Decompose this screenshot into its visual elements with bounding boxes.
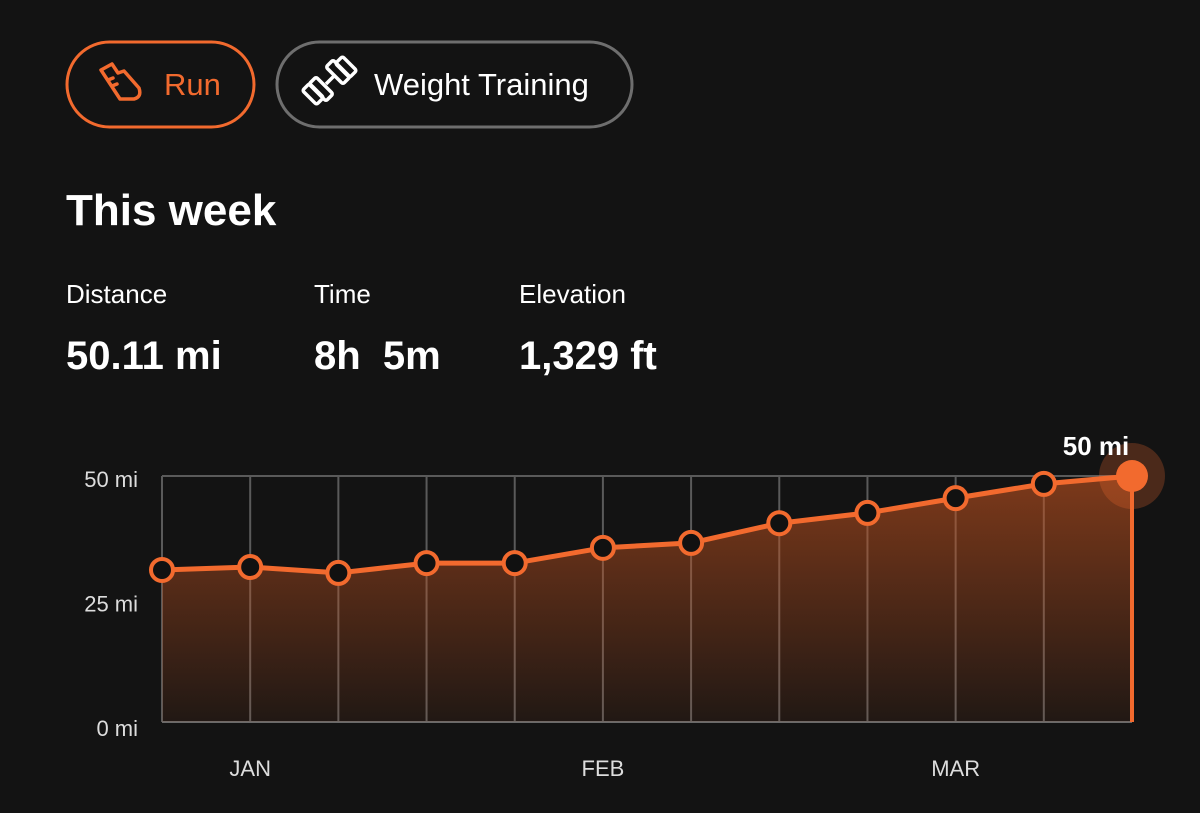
y-tick-label: 25 mi <box>84 592 138 617</box>
area <box>162 476 1132 722</box>
point <box>501 550 528 577</box>
stat-label: Time <box>314 279 371 309</box>
shoe-icon <box>99 62 142 101</box>
x-tick-label: MAR <box>931 756 980 781</box>
point <box>237 554 264 581</box>
stat-value: 8h 5m <box>314 334 441 378</box>
run-tab[interactable]: Run <box>65 40 256 129</box>
point <box>1030 470 1057 497</box>
point <box>854 499 881 526</box>
y-tick-label: 0 mi <box>96 716 138 741</box>
point <box>149 556 175 583</box>
point <box>766 510 793 537</box>
weight-tab-border <box>275 40 634 129</box>
weight-tab[interactable]: Weight Training <box>275 40 634 129</box>
section-title: This week <box>66 186 277 235</box>
point <box>678 529 705 556</box>
stat-label: Elevation <box>519 279 626 309</box>
stat-value: 50.11 mi <box>66 334 222 378</box>
tab-label: Run <box>164 67 221 102</box>
x-tick-label: JAN <box>229 756 271 781</box>
point <box>413 550 440 577</box>
chart: 0 mi 25 mi 50 mi JAN FEB MAR 50 mi <box>84 431 1165 781</box>
stat-value: 1,329 ft <box>519 334 657 378</box>
point <box>589 534 616 561</box>
run-tab-border <box>65 40 256 129</box>
tab-label: Weight Training <box>374 67 589 102</box>
y-tick-label: 50 mi <box>84 467 138 492</box>
stat-label: Distance <box>66 279 167 309</box>
point <box>1116 460 1148 492</box>
value-label: 50 mi <box>1063 431 1130 461</box>
line <box>161 473 1133 576</box>
x-tick-label: FEB <box>582 756 625 781</box>
point <box>325 559 352 586</box>
point <box>942 485 969 512</box>
dumbbell-icon <box>301 55 358 106</box>
